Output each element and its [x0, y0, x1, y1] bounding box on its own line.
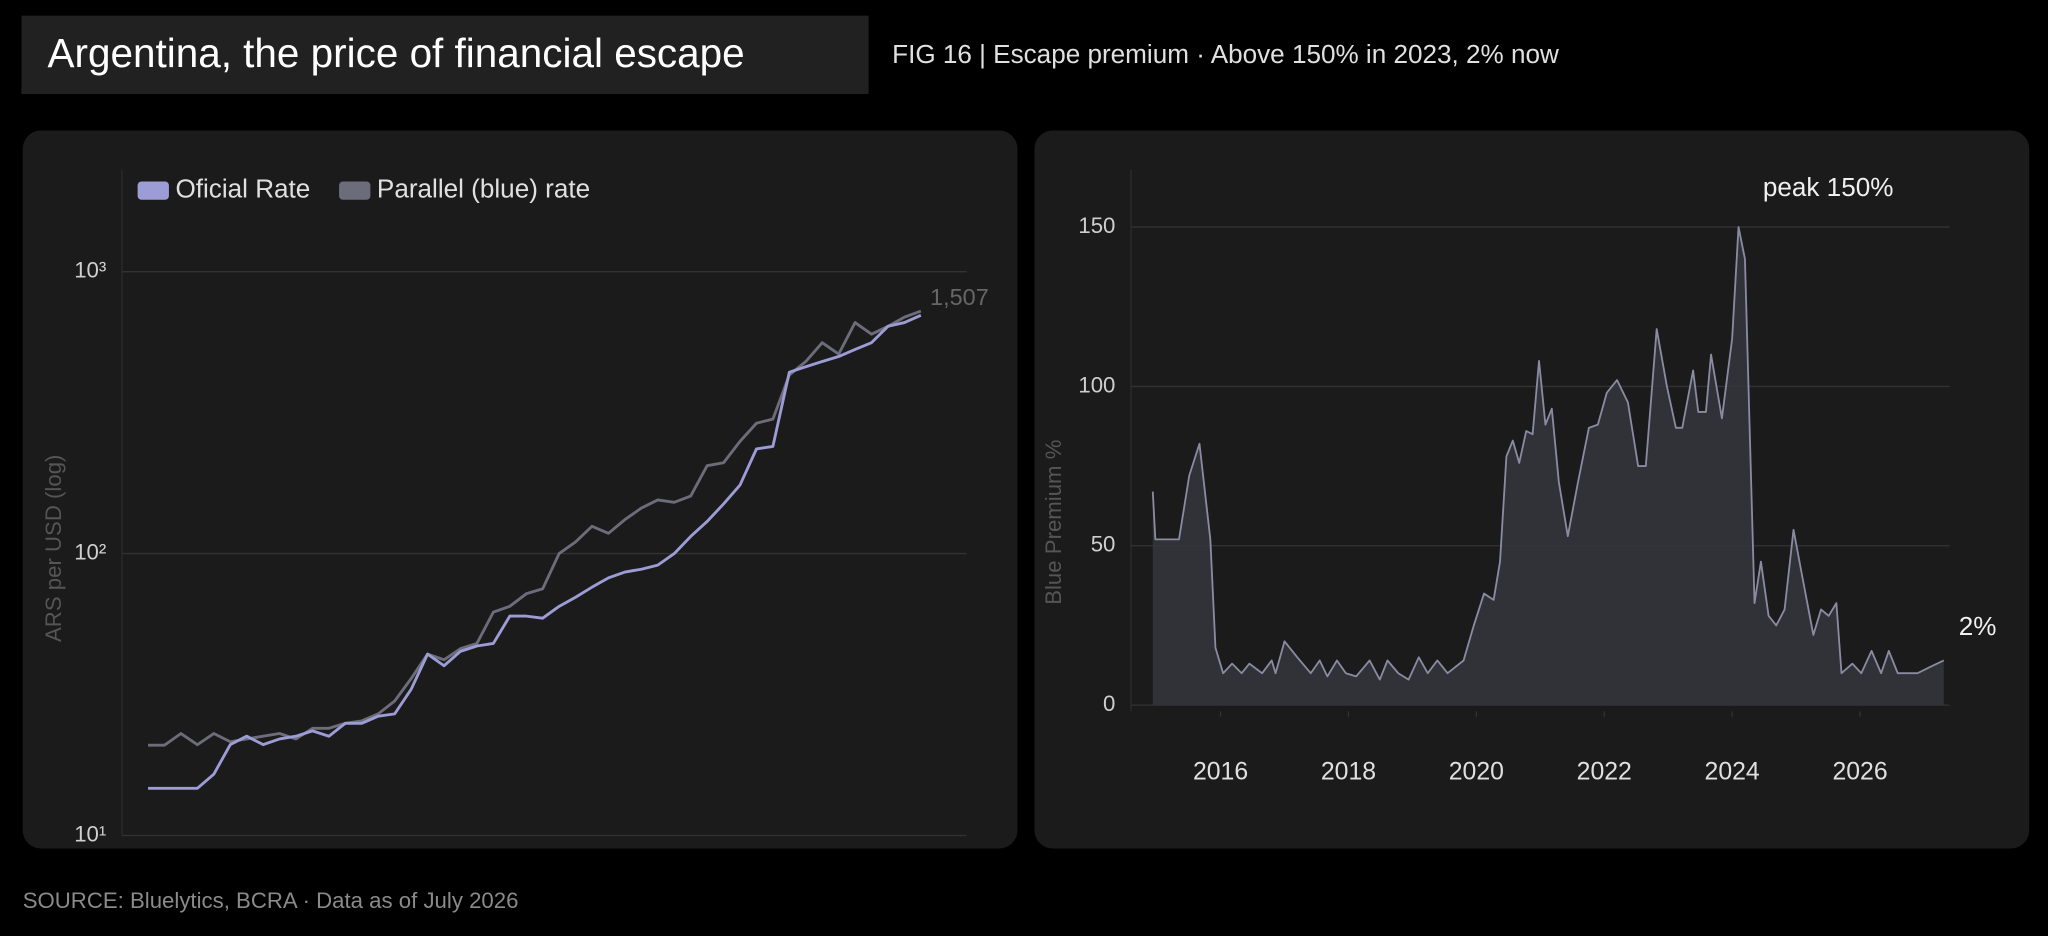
y-tick-label: 10² — [74, 539, 106, 564]
source: SOURCE: Bluelytics, BCRA · Data as of Ju… — [23, 888, 519, 913]
end-label: 1,507 — [930, 284, 989, 310]
subtitle: FIG 16 | Escape premium · Above 150% in … — [892, 39, 1559, 69]
x-tick-label: 2018 — [1321, 758, 1376, 785]
x-tick-label: 2016 — [1193, 758, 1248, 785]
peak-annotation: peak 150% — [1763, 172, 1894, 202]
y-tick-label: 150 — [1078, 213, 1115, 238]
y-tick-label: 50 — [1091, 532, 1116, 557]
legend-label: Parallel (blue) rate — [377, 173, 590, 203]
area-fill — [1152, 227, 1944, 706]
title-box — [21, 15, 869, 94]
x-tick-label: 2020 — [1449, 758, 1504, 785]
y-axis-label: Blue Premium % — [1041, 440, 1066, 605]
y-tick-label: 100 — [1078, 372, 1115, 397]
y-tick-label: 10³ — [74, 258, 106, 283]
legend-swatch — [137, 181, 169, 200]
x-tick-label: 2022 — [1577, 758, 1632, 785]
legend-swatch — [339, 181, 371, 200]
x-tick-label: 2024 — [1705, 758, 1760, 785]
end-annotation: 2% — [1959, 611, 1997, 641]
title: Argentina, the price of financial escape — [48, 30, 745, 76]
panel-left — [22, 130, 1018, 849]
y-tick-label: 10¹ — [74, 821, 106, 846]
x-tick-label: 2026 — [1832, 758, 1887, 785]
legend-label: Oficial Rate — [175, 173, 310, 203]
y-axis-label: ARS per USD (log) — [41, 455, 66, 642]
area-line — [1151, 226, 1945, 681]
series-line — [148, 314, 922, 790]
y-tick-label: 0 — [1103, 691, 1115, 716]
